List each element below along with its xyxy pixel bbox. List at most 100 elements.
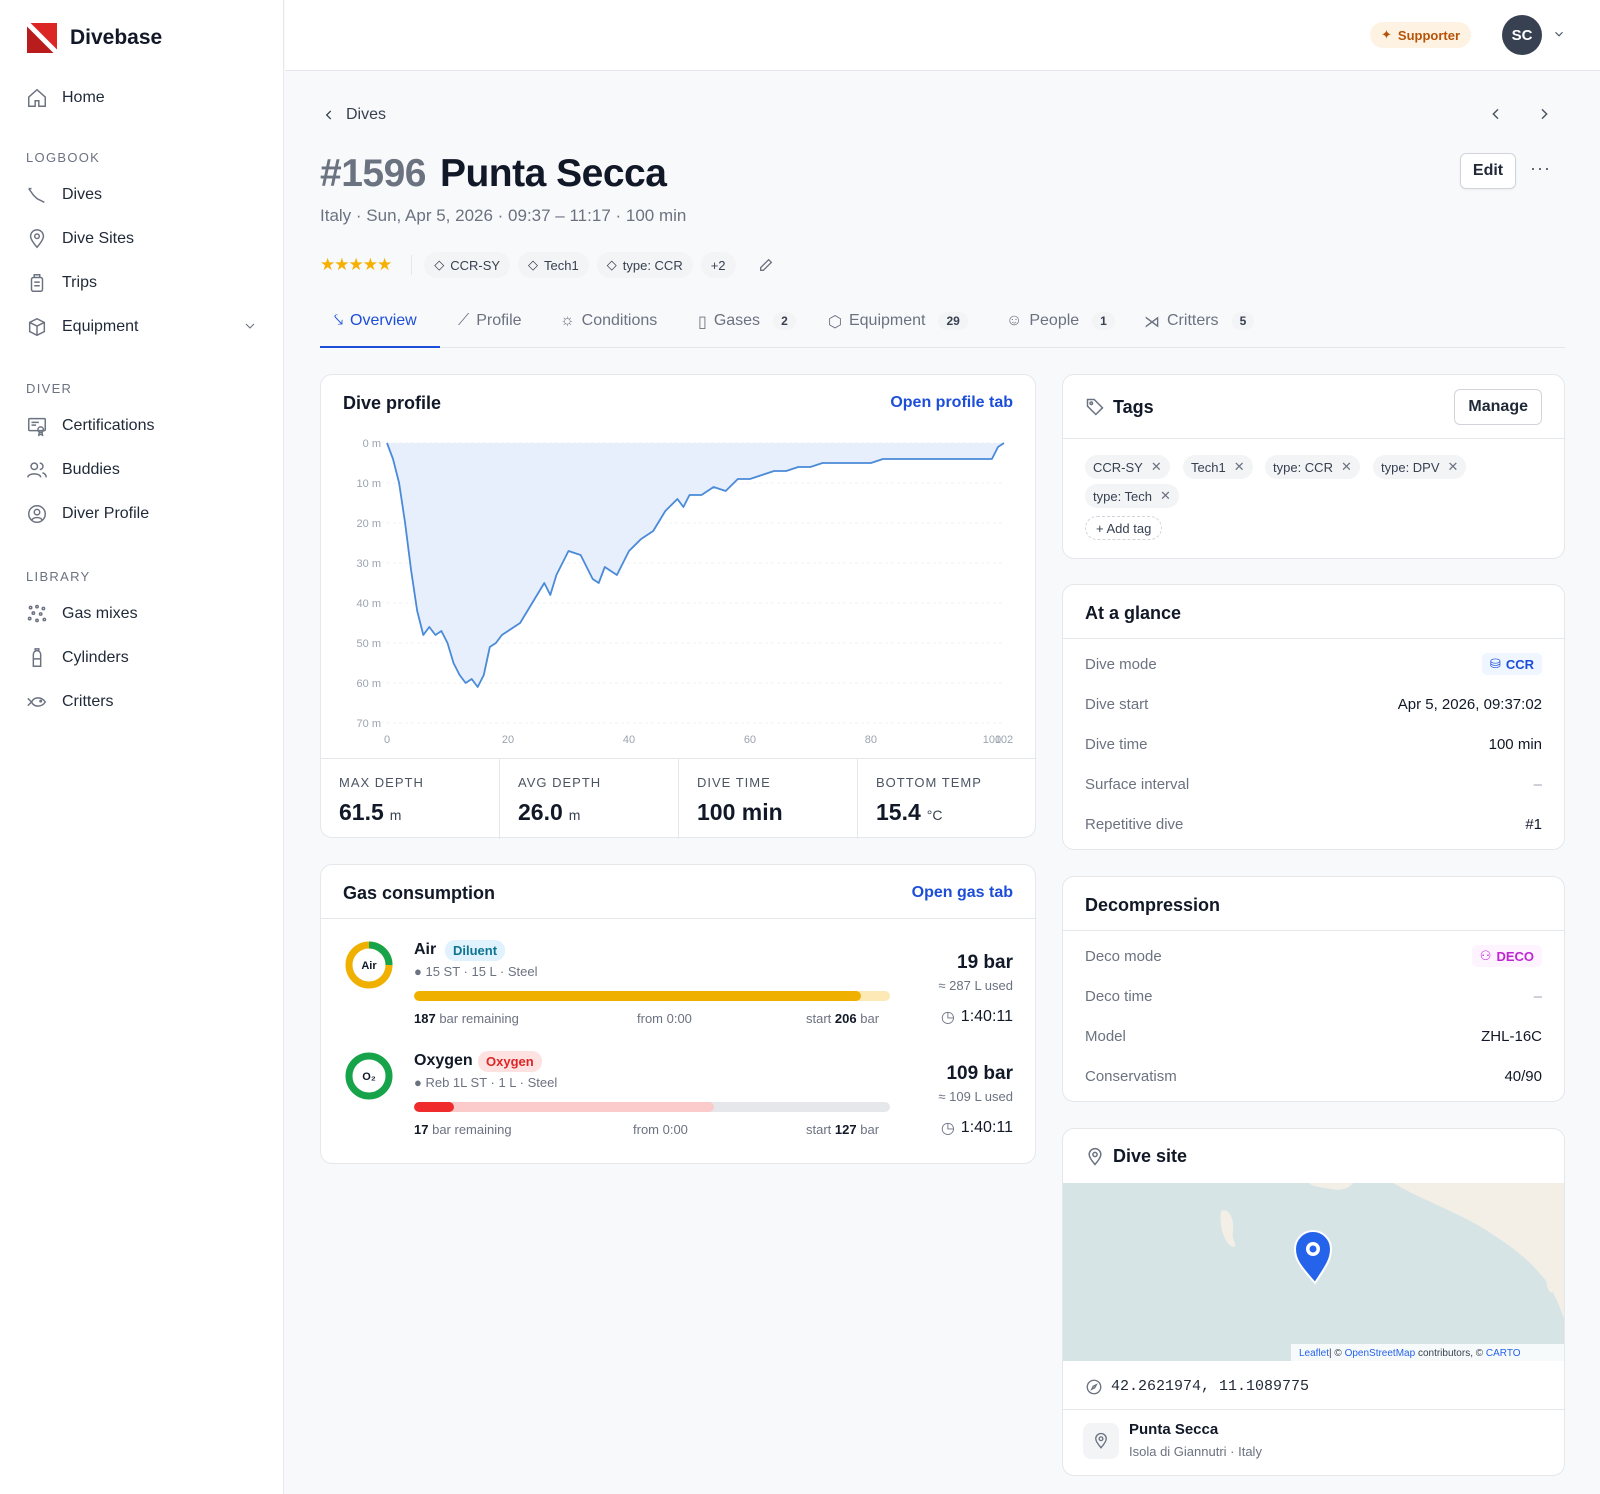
row-label: Model — [1085, 1028, 1126, 1045]
remove-tag-icon[interactable]: ✕ — [1160, 488, 1171, 503]
rebreather-icon: ⛁ — [1489, 656, 1501, 671]
edit-tags-icon[interactable] — [758, 257, 774, 273]
tab-count: 2 — [773, 312, 796, 330]
pressure-drop: 19 bar — [957, 952, 1013, 973]
next-dive-icon[interactable] — [1536, 106, 1552, 122]
stat-max-depth: MAX DEPTH 61.5 m — [321, 759, 500, 839]
tag-chip[interactable]: ◇ Tech1 — [518, 252, 589, 278]
tab-count: 29 — [938, 312, 968, 330]
sidebar-item-critters[interactable]: Critters — [26, 688, 258, 716]
tag-chip[interactable]: CCR-SY ✕ — [1085, 455, 1170, 479]
more-options-button[interactable]: ··· — [1530, 158, 1551, 178]
sidebar-item-dives[interactable]: Dives — [26, 181, 258, 209]
tag-icon — [1086, 398, 1104, 416]
tab-critters[interactable]: ⋊ Critters 5 — [1144, 308, 1255, 348]
sidebar-item-diver-profile[interactable]: Diver Profile — [26, 500, 258, 528]
row-label: Surface interval — [1085, 776, 1190, 793]
dive-site-map[interactable]: Leaflet| © OpenStreetMap contributors, ©… — [1063, 1183, 1565, 1361]
tab-overview[interactable]: ⤥ Overview — [320, 308, 440, 348]
supporter-badge[interactable]: ✦ Supporter — [1370, 22, 1472, 48]
open-profile-tab-link[interactable]: Open profile tab — [890, 394, 1013, 411]
gas-remaining: 17 bar remaining — [414, 1122, 512, 1137]
sidebar-item-certifications[interactable]: Certifications — [26, 412, 258, 440]
breadcrumb[interactable]: Dives — [322, 106, 386, 124]
gas-used: ≈ 287 L used — [938, 978, 1013, 993]
carto-attribution-link[interactable]: CARTO — [1486, 1348, 1521, 1359]
sidebar-item-trips[interactable]: Trips — [26, 269, 258, 297]
coordinates[interactable]: 42.2621974, 11.1089775 — [1111, 1378, 1310, 1395]
remove-tag-icon[interactable]: ✕ — [1447, 459, 1459, 474]
tag-chip[interactable]: Tech1 ✕ — [1183, 455, 1253, 479]
sidebar-item-buddies[interactable]: Buddies — [26, 456, 258, 484]
stat-avg-depth: AVG DEPTH 26.0 m — [500, 759, 679, 839]
tag-chip[interactable]: ◇ type: CCR — [596, 252, 693, 278]
dive-profile-card: Dive profile Open profile tab 0 m 10 m 20 … — [320, 374, 1037, 839]
manage-tags-button[interactable]: Manage — [1454, 389, 1542, 425]
remove-tag-icon[interactable]: ✕ — [1233, 459, 1245, 474]
svg-text:Leaflet| © OpenStreetMap contr: Leaflet| © OpenStreetMap contributors, ©… — [1299, 1348, 1521, 1359]
sidebar-item-equipment[interactable]: Equipment — [26, 313, 258, 341]
edit-button[interactable]: Edit — [1460, 153, 1516, 189]
tab-profile[interactable]: ⟋ Profile — [458, 308, 522, 348]
add-tag-button[interactable]: + Add tag — [1085, 516, 1163, 540]
breadcrumb-dives[interactable]: Dives — [346, 106, 387, 123]
pressure-bar-start — [414, 1102, 714, 1112]
tag-chip[interactable]: type: CCR ✕ — [1265, 455, 1360, 479]
remove-tag-icon[interactable]: ✕ — [1340, 459, 1352, 474]
tab-gases[interactable]: ▯ Gases 2 — [698, 308, 796, 348]
page-title: #1596 Punta Secca — [320, 152, 667, 196]
compass-icon — [1086, 1379, 1102, 1395]
sidebar-item-cylinders[interactable]: Cylinders — [26, 644, 258, 672]
chevron-down-icon[interactable] — [1552, 27, 1566, 41]
tag-label: type: DPV — [1381, 459, 1440, 475]
more-tags-chip[interactable]: +2 — [700, 252, 736, 278]
brand[interactable]: Divebase — [26, 22, 162, 54]
gas-time: ◷ 1:40:11 — [941, 1118, 1013, 1138]
tab-conditions[interactable]: ☼ Conditions — [560, 308, 657, 348]
dive-descent-icon — [28, 187, 45, 203]
leaflet-attribution-link[interactable]: Leaflet — [1299, 1348, 1329, 1359]
tab-equipment[interactable]: ⬡ Equipment 29 — [828, 308, 968, 348]
tab-people[interactable]: ☺ People 1 — [1006, 308, 1115, 348]
x-tick-label: 20 — [502, 734, 514, 743]
tag-chip[interactable]: type: Tech ✕ — [1085, 484, 1179, 508]
dive-mode-badge: ⛁ CCR — [1481, 653, 1542, 675]
badge-label: CCR — [1505, 656, 1534, 672]
stat-number: 15.4 — [876, 799, 921, 825]
stat-value: 15.4 °C — [876, 799, 942, 826]
sidebar-item-label: Gas mixes — [62, 605, 138, 622]
row-label: Dive time — [1085, 736, 1148, 753]
stat-value: 26.0 m — [518, 799, 580, 826]
previous-dive-icon[interactable] — [1488, 106, 1504, 122]
users-icon — [27, 462, 47, 478]
fish-icon: ⋊ — [1144, 314, 1160, 331]
tag-chip[interactable]: type: DPV ✕ — [1373, 455, 1467, 479]
stat-bottom-temp: BOTTOM TEMP 15.4 °C — [858, 759, 1037, 839]
users-icon: ☺ — [1006, 312, 1023, 329]
osm-attribution-link[interactable]: OpenStreetMap — [1345, 1348, 1416, 1359]
chevron-down-icon[interactable] — [242, 318, 258, 334]
clock-icon: ◷ — [940, 1009, 955, 1026]
row-value: 100 min — [1488, 736, 1542, 753]
start-suffix: bar — [860, 1011, 880, 1026]
stat-label: DIVE TIME — [697, 775, 771, 790]
gas-consumption-card: Gas consumption Open gas tab Air Air Dil… — [320, 864, 1036, 1164]
open-gas-tab-link[interactable]: Open gas tab — [911, 884, 1013, 901]
remove-tag-icon[interactable]: ✕ — [1150, 459, 1162, 474]
sidebar-item-dive-sites[interactable]: Dive Sites — [26, 225, 258, 253]
sidebar-item-home[interactable]: Home — [26, 84, 258, 112]
tag-icon: ◇ — [528, 257, 539, 272]
gas-spec-text: 15 ST · 15 L · Steel — [425, 964, 538, 979]
site-name[interactable]: Punta Secca — [1129, 1421, 1219, 1438]
tag-chip[interactable]: ◇ CCR-SY — [424, 252, 511, 278]
tab-label: Overview — [350, 312, 417, 329]
start-value: 206 — [834, 1011, 857, 1026]
avatar[interactable]: SC — [1502, 15, 1542, 55]
tab-label: Critters — [1167, 312, 1219, 329]
rating-stars[interactable]: ★★★★★ — [320, 255, 392, 274]
tag-label: type: Tech — [1093, 488, 1153, 504]
x-tick-label: 102 — [995, 734, 1013, 743]
stat-label: BOTTOM TEMP — [876, 775, 982, 790]
sidebar-item-label: Home — [62, 89, 105, 106]
sidebar-item-gas-mixes[interactable]: Gas mixes — [26, 600, 258, 628]
